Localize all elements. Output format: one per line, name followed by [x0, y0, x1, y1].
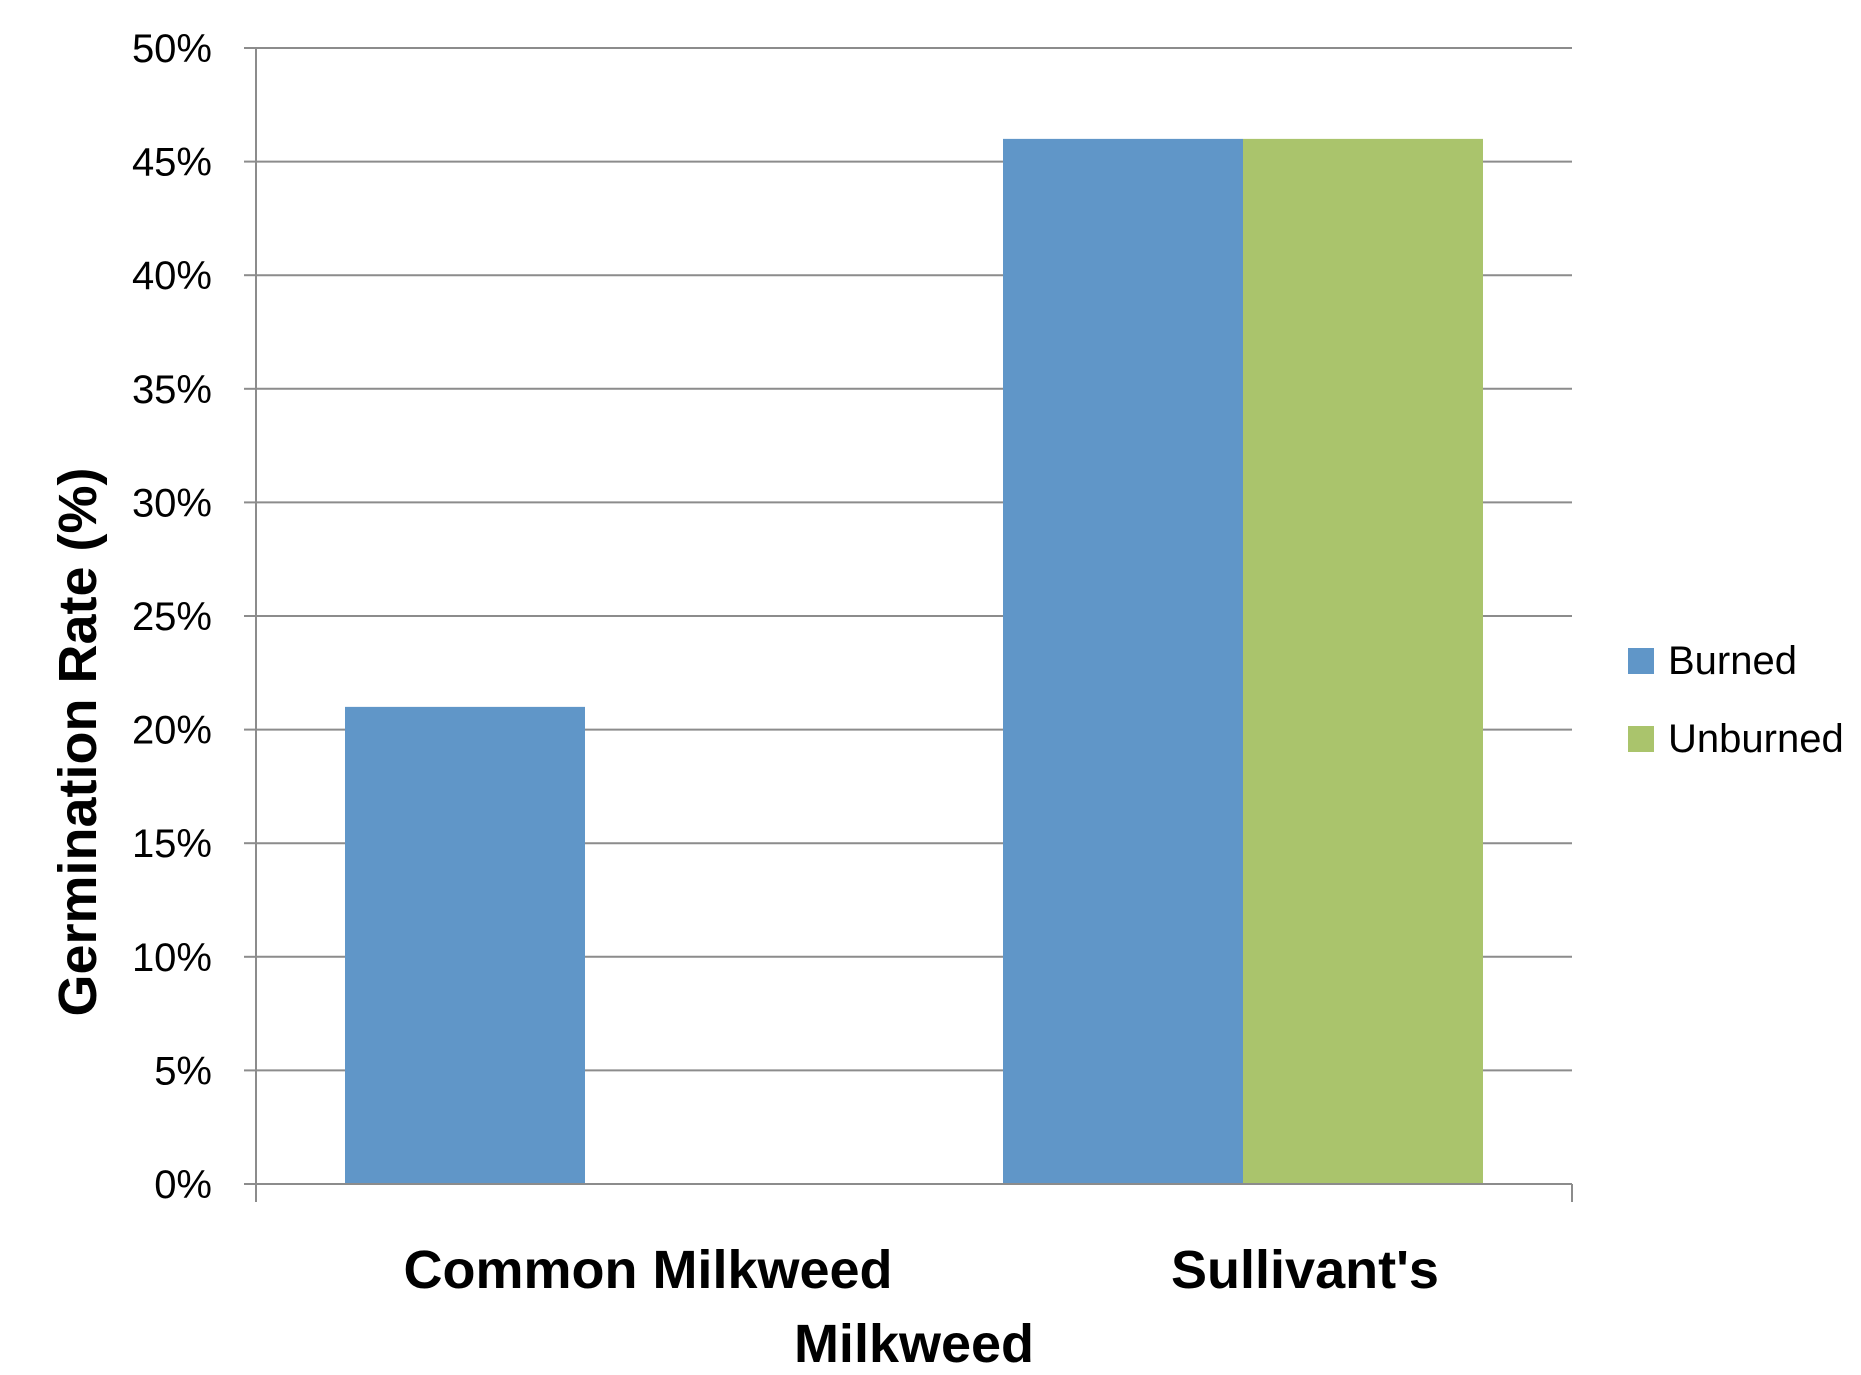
x-category-label: Sullivant's	[1171, 1240, 1439, 1300]
y-axis-title: Germination Rate (%)	[48, 467, 108, 1016]
y-tick-label: 15%	[132, 822, 212, 866]
y-tick-labels: 0% 5% 10% 15% 20% 25% 30% 35% 40% 45% 50%	[132, 27, 256, 1207]
bar-burned-2	[1003, 138, 1243, 1184]
y-tick-label: 10%	[132, 936, 212, 980]
legend-swatch-burned	[1628, 648, 1654, 674]
x-category-label: Milkweed	[794, 1314, 1034, 1370]
y-tick-label: 25%	[132, 595, 212, 639]
y-tick-label: 45%	[132, 141, 212, 185]
x-category-label: Common Milkweed	[403, 1240, 892, 1300]
y-tick-label: 50%	[132, 27, 212, 71]
x-category-labels: Common Milkweed Sullivant's Milkweed	[403, 1240, 1439, 1374]
y-tick-label: 0%	[154, 1163, 212, 1207]
y-tick-label: 20%	[132, 709, 212, 753]
y-tick-label: 30%	[132, 481, 212, 525]
legend-swatch-unburned	[1628, 726, 1654, 752]
bar-burned-1	[345, 706, 585, 1184]
axes	[255, 48, 1573, 1202]
y-tick-label: 40%	[132, 254, 212, 298]
bar-unburned-2	[1243, 138, 1483, 1184]
legend-label-unburned: Unburned	[1668, 717, 1844, 761]
legend-label-burned: Burned	[1668, 639, 1797, 683]
y-tick-label: 5%	[154, 1049, 212, 1093]
y-tick-label: 35%	[132, 368, 212, 412]
bars	[345, 138, 1483, 1184]
legend: Burned Unburned	[1628, 639, 1844, 761]
